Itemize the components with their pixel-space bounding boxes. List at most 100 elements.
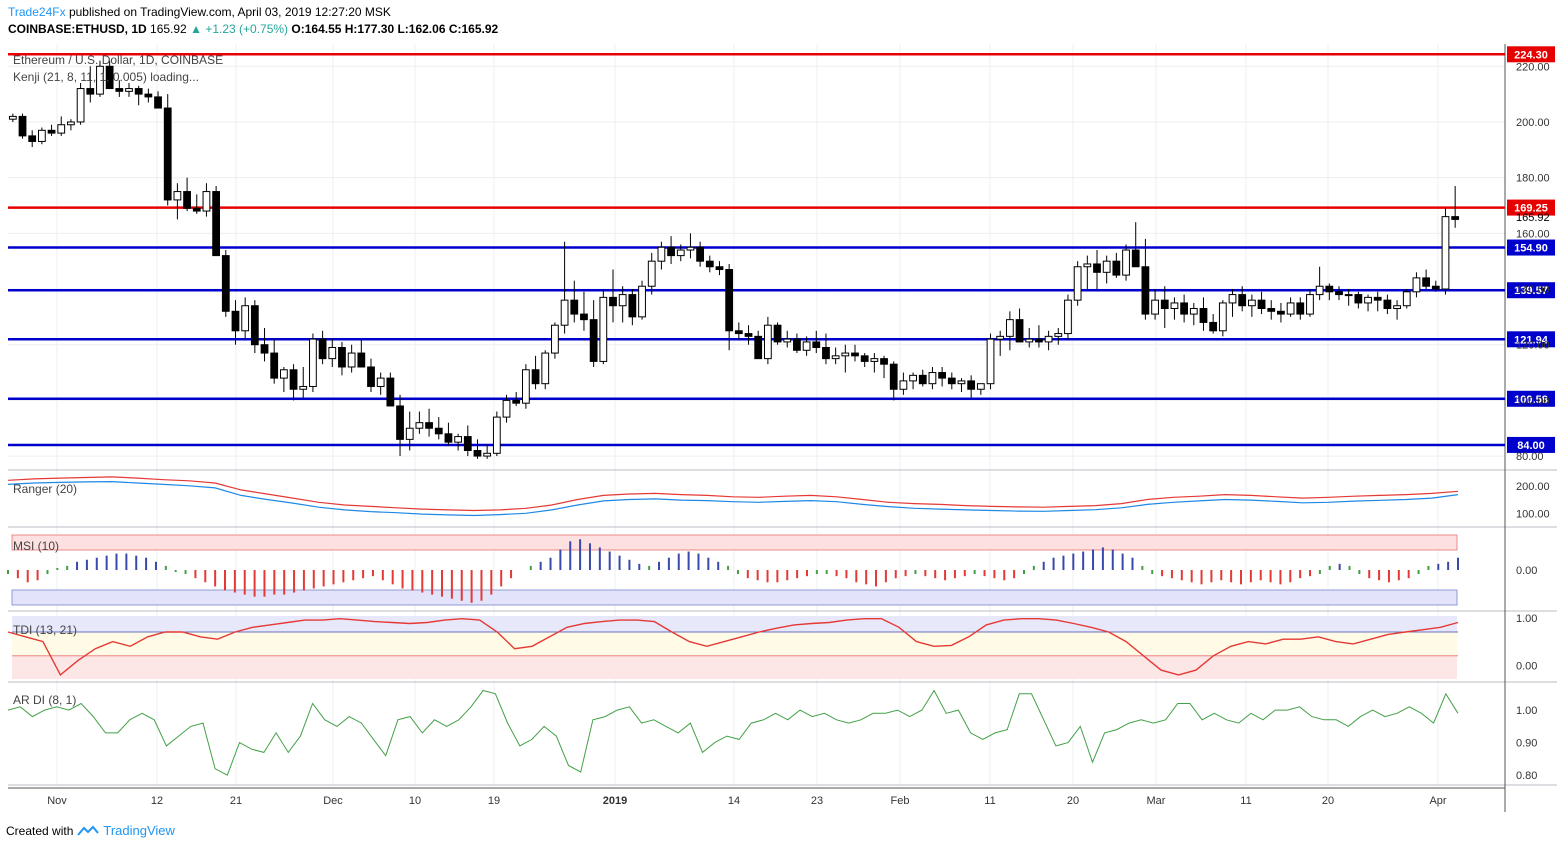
- candle-body: [1112, 260, 1121, 276]
- x-tick-label: Apr: [1429, 795, 1446, 807]
- footer: Created with TradingView: [6, 823, 175, 838]
- candle-body: [686, 246, 695, 251]
- candle-body: [705, 260, 714, 268]
- candle-body: [928, 372, 937, 385]
- candle-body: [812, 341, 821, 348]
- candle-body: [570, 299, 579, 315]
- candle-body: [599, 296, 608, 362]
- candle-body: [1044, 335, 1053, 343]
- candle-body: [221, 255, 230, 312]
- published-text: published on TradingView.com, April 03, …: [68, 5, 391, 19]
- candle-body: [841, 352, 850, 357]
- y-tick-label: 0.00: [1516, 565, 1537, 577]
- x-tick-label: 23: [811, 795, 823, 807]
- symbol-name: COINBASE:ETHUSD, 1D: [8, 22, 147, 36]
- candle-body: [183, 191, 191, 209]
- level-label: 154.90: [1514, 243, 1548, 255]
- candle-body: [996, 335, 1005, 340]
- candle-body: [270, 352, 279, 379]
- y-tick-label: 80.00: [1516, 451, 1544, 463]
- candle-body: [1238, 294, 1247, 307]
- level-label: 224.30: [1514, 49, 1548, 61]
- msi-lower-band: [11, 589, 1458, 606]
- candle-body: [105, 65, 114, 90]
- candle-body: [580, 313, 588, 321]
- ardi-label: AR DI (8, 1): [13, 693, 76, 707]
- candle-body: [134, 88, 143, 95]
- candle-body: [289, 369, 298, 390]
- candle-body: [434, 427, 443, 435]
- tradingview-link[interactable]: TradingView: [103, 823, 175, 838]
- y-tick-label: 200.00: [1516, 117, 1550, 129]
- candle-body: [1160, 299, 1169, 310]
- candle-body: [367, 366, 375, 387]
- candle-body: [657, 246, 666, 262]
- candle-body: [609, 296, 617, 307]
- candle-body: [793, 338, 801, 351]
- candle-body: [396, 405, 404, 440]
- candle-body: [173, 191, 182, 201]
- candle-body: [57, 124, 66, 134]
- candle-body: [76, 88, 85, 123]
- x-tick-label: 21: [230, 795, 242, 807]
- candle-body: [512, 399, 521, 404]
- candle-body: [1189, 308, 1198, 315]
- candle-body: [1451, 216, 1460, 220]
- candle-body: [473, 450, 482, 457]
- candle-body: [1180, 302, 1189, 315]
- y-tick-label: 120.00: [1516, 340, 1550, 352]
- candle-body: [1354, 294, 1363, 304]
- x-tick-label: 12: [151, 795, 163, 807]
- candle-body: [1054, 333, 1063, 337]
- candle-body: [1315, 285, 1324, 296]
- candle-body: [1306, 294, 1314, 315]
- candle-body: [8, 115, 17, 120]
- brand-link[interactable]: Trade24Fx: [8, 5, 66, 19]
- level-label-bg: [1507, 282, 1555, 299]
- x-tick-label: 2019: [603, 795, 627, 807]
- candle-body: [1257, 299, 1266, 310]
- candle-body: [1073, 266, 1082, 301]
- candle-body: [628, 294, 637, 318]
- level-label: 169.25: [1514, 203, 1548, 215]
- candle-body: [328, 346, 337, 360]
- candle-body: [212, 191, 221, 257]
- candle-body: [1083, 263, 1092, 268]
- candle-body: [260, 344, 269, 354]
- candle-body: [1383, 299, 1392, 310]
- candle-body: [957, 380, 966, 385]
- candle-body: [357, 352, 366, 368]
- candle-body: [647, 260, 656, 287]
- candle-body: [589, 319, 598, 362]
- candle-body: [725, 269, 734, 332]
- candle-body: [1247, 299, 1256, 307]
- candle-body: [967, 380, 976, 390]
- y-tick-label: 1.00: [1516, 705, 1537, 717]
- candle-body: [28, 135, 37, 142]
- x-tick-label: 19: [488, 795, 500, 807]
- candle-body: [1422, 277, 1431, 287]
- candle-body: [444, 433, 453, 443]
- indicator-loading-label: Kenji (21, 8, 11, 1, 0.005) loading...: [13, 70, 199, 84]
- msi-upper-band: [11, 534, 1458, 551]
- candle-body: [696, 246, 705, 262]
- tdi-label: TDI (13, 21): [13, 623, 77, 637]
- candle-body: [1141, 266, 1150, 315]
- candle-body: [618, 294, 627, 307]
- candle-body: [1122, 249, 1130, 276]
- candle-body: [822, 346, 830, 360]
- price-change: +1.23 (+0.75%): [205, 22, 289, 36]
- candle-body: [763, 324, 772, 360]
- symbol-line: COINBASE:ETHUSD, 1D 165.92 ▲ +1.23 (+0.7…: [8, 22, 498, 36]
- publish-line: Trade24Fx published on TradingView.com, …: [8, 5, 391, 19]
- candle-body: [521, 369, 530, 404]
- candle-body: [1364, 296, 1372, 304]
- level-label: 100.58: [1514, 394, 1548, 406]
- candle-body: [1267, 308, 1276, 312]
- candle-body: [880, 358, 888, 365]
- candle-body: [802, 341, 811, 351]
- x-tick-label: Feb: [891, 795, 910, 807]
- candle-body: [986, 338, 995, 385]
- level-label: 121.94: [1514, 334, 1549, 346]
